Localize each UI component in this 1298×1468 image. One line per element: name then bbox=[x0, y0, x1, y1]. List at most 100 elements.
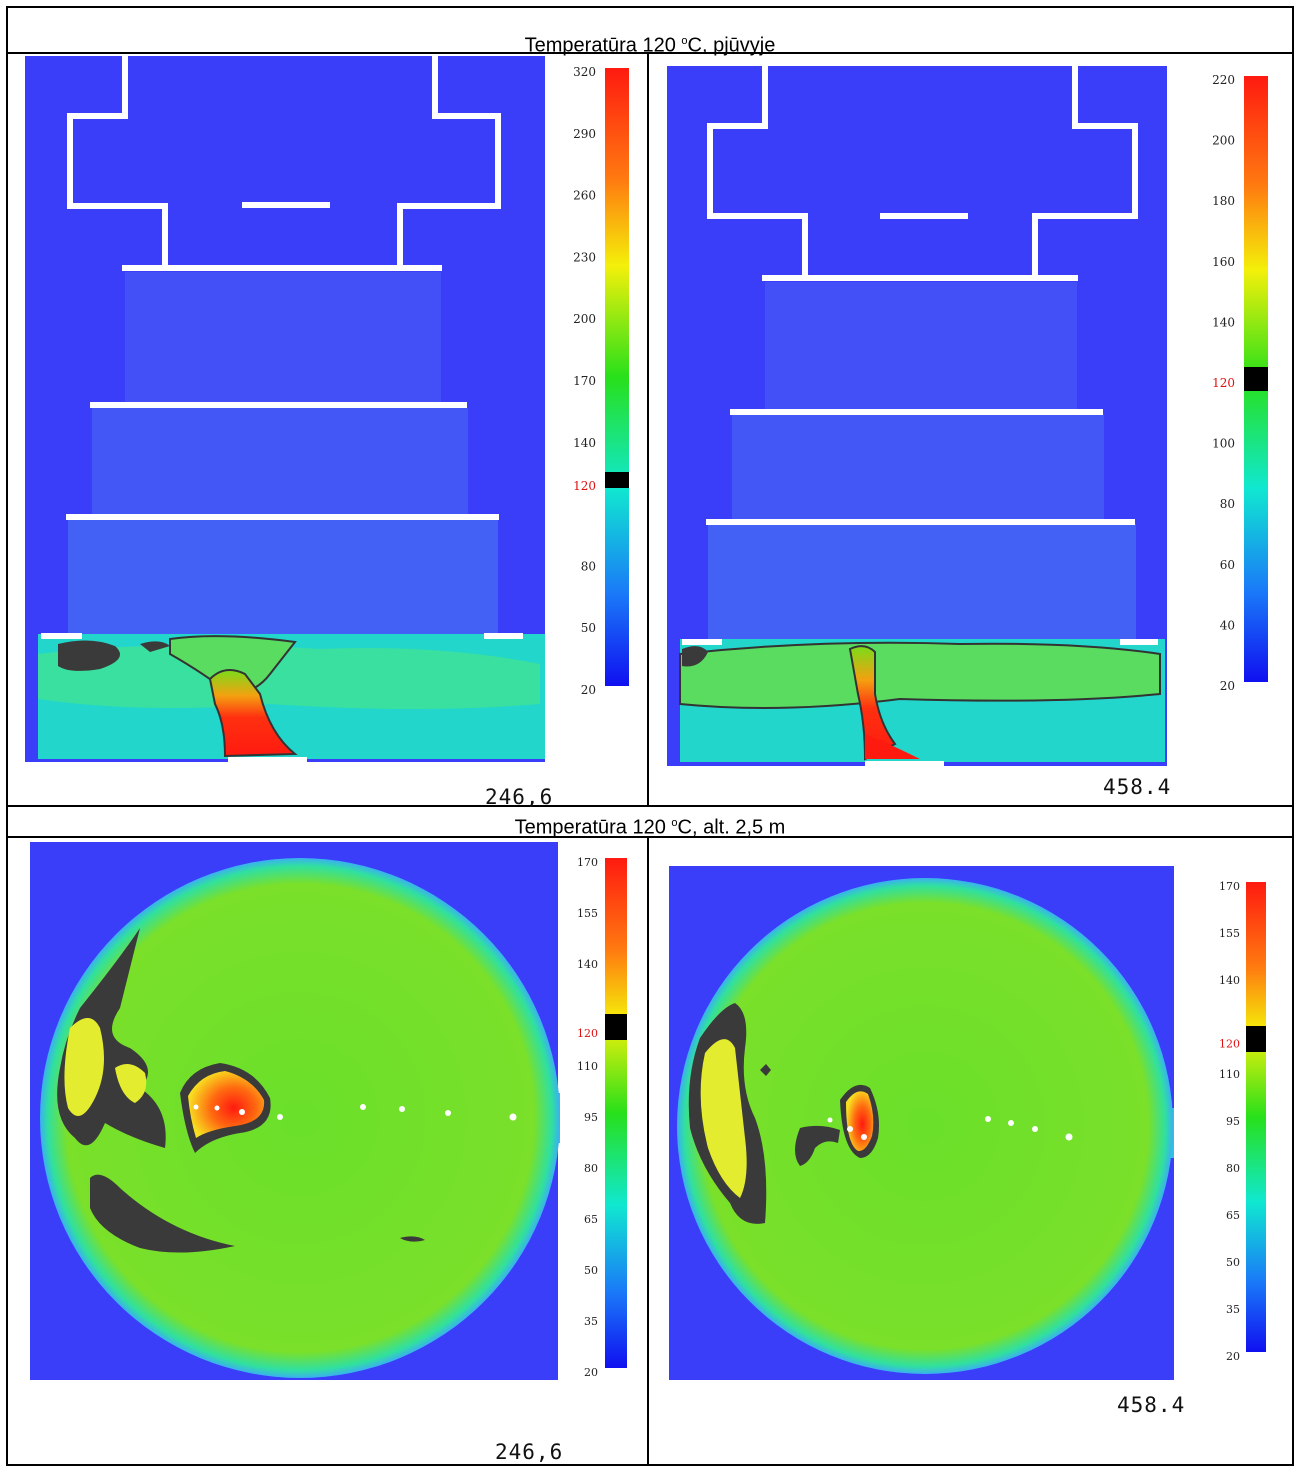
colorbar-tick-label: 120 bbox=[577, 1027, 598, 1040]
colorbar-tick-label: 170 bbox=[573, 374, 596, 388]
building-walls bbox=[41, 56, 523, 763]
stack-zone bbox=[765, 282, 1077, 410]
colorbar-tick-label: 230 bbox=[573, 250, 596, 264]
colorbar-tick-label: 95 bbox=[584, 1111, 598, 1124]
table-rule bbox=[6, 805, 1294, 807]
colorbar-tick-label: 320 bbox=[573, 65, 596, 79]
section-temperature-field-2: 220 200 180 160 140 120 100 80 60 40 20 bbox=[667, 66, 1268, 767]
colorbar-tick-label: 170 bbox=[1219, 880, 1240, 893]
time-readout: 246,6 bbox=[495, 1440, 564, 1464]
colorbar-tick-label: 220 bbox=[1212, 73, 1235, 87]
isoline-region bbox=[140, 641, 170, 652]
colorbar-tick-label: 80 bbox=[1226, 1162, 1240, 1175]
isoline-region bbox=[58, 640, 120, 671]
colorbar-tick-label: 80 bbox=[581, 559, 596, 573]
colorbar-tick-label: 50 bbox=[584, 1264, 598, 1277]
stack-zone bbox=[732, 414, 1104, 522]
colorbar-tick-label: 200 bbox=[573, 312, 596, 326]
colorbar-tick-label: 140 bbox=[577, 958, 598, 971]
colorbar-tick-label: 60 bbox=[1220, 558, 1235, 572]
colorbar-tick-label: 260 bbox=[573, 189, 596, 203]
colorbar-tick-label: 20 bbox=[584, 1366, 598, 1379]
cold-isoline-region bbox=[400, 1236, 425, 1242]
caption-text-suffix: C, alt. 2,5 m bbox=[677, 816, 786, 839]
section-temperature-field-1: 320 290 260 230 200 170 140 120 80 50 20 bbox=[25, 56, 629, 763]
column-divider bbox=[647, 836, 649, 1466]
table-rule bbox=[6, 836, 1294, 838]
time-readout: 458.4 bbox=[1103, 775, 1172, 799]
colorbar-tick-label: 65 bbox=[584, 1213, 598, 1226]
measurement-points bbox=[827, 1116, 1073, 1141]
colorbar-tick-label: 20 bbox=[581, 683, 596, 697]
colorbar-tick-label: 20 bbox=[1226, 1350, 1240, 1363]
caption-text-suffix: C, pjūvyje bbox=[687, 34, 776, 57]
colorbar-tick-label: 35 bbox=[584, 1315, 598, 1328]
colorbar-tick-label: 155 bbox=[1219, 927, 1240, 940]
table-rule bbox=[6, 52, 1294, 54]
room-floor-field bbox=[677, 878, 1173, 1374]
isoline-region bbox=[169, 635, 297, 696]
isoline-region bbox=[682, 646, 708, 667]
colorbar-tick-label: 155 bbox=[577, 907, 598, 920]
threshold-band bbox=[1244, 367, 1268, 391]
stack-zone bbox=[92, 408, 468, 518]
colorbar-tick-label: 65 bbox=[1226, 1209, 1240, 1222]
colorbar-tick-label: 20 bbox=[1220, 679, 1235, 693]
warm-patch bbox=[64, 1018, 104, 1116]
colorbar-tick-label: 50 bbox=[581, 621, 596, 635]
colorbar-tick-label: 95 bbox=[1226, 1115, 1240, 1128]
colorbar-tick-label: 40 bbox=[1220, 618, 1235, 632]
colorbar bbox=[605, 858, 627, 1368]
warm-layer bbox=[38, 645, 540, 709]
colorbar-tick-label: 120 bbox=[1219, 1037, 1240, 1050]
stack-zone bbox=[708, 524, 1136, 642]
colorbar-tick-label: 50 bbox=[1226, 1256, 1240, 1269]
caption-text: Temperatūra 120 bbox=[524, 34, 682, 57]
measurement-points bbox=[193, 1104, 517, 1121]
section-view-caption: Temperatūra 120 oC, pjūvyje bbox=[8, 28, 1292, 59]
caption-text: Temperatūra 120 bbox=[514, 816, 672, 839]
column-divider bbox=[647, 52, 649, 805]
plan-temperature-field-2: 170 155 140 120 110 95 80 65 50 35 20 bbox=[669, 866, 1266, 1380]
fire-plume bbox=[208, 669, 298, 758]
degree-mark: o bbox=[671, 817, 678, 829]
colorbar-tick-label: 80 bbox=[1220, 497, 1235, 511]
plan-view-caption: Temperatūra 120 oC, alt. 2,5 m bbox=[8, 810, 1292, 841]
isoline-region bbox=[679, 641, 1161, 709]
fire-plume bbox=[848, 645, 897, 761]
colorbar-tick-label: 100 bbox=[1212, 437, 1235, 451]
figure-table bbox=[6, 6, 1294, 1466]
colorbar-tick-label: 140 bbox=[1212, 315, 1235, 329]
building-walls bbox=[682, 66, 1158, 767]
colorbar-tick-label: 35 bbox=[1226, 1303, 1240, 1316]
warm-patch bbox=[115, 1064, 147, 1103]
fire-source bbox=[865, 734, 920, 759]
plan-temperature-field-1: 170 155 140 120 110 95 80 65 50 35 20 bbox=[30, 842, 627, 1380]
colorbar-tick-label: 160 bbox=[1212, 255, 1235, 269]
warm-patch bbox=[700, 1039, 747, 1198]
cold-isoline-region bbox=[795, 1125, 840, 1166]
threshold-band bbox=[605, 1014, 627, 1040]
colorbar-tick-label: 180 bbox=[1212, 194, 1235, 208]
stack-zone bbox=[68, 520, 498, 638]
degree-mark: o bbox=[681, 35, 688, 47]
colorbar-tick-label: 110 bbox=[577, 1060, 598, 1073]
colorbar-tick-label: 110 bbox=[1219, 1068, 1240, 1081]
colorbar bbox=[605, 68, 629, 686]
colorbar-tick-label: 290 bbox=[573, 127, 596, 141]
colorbar-tick-label: 200 bbox=[1212, 134, 1235, 148]
cold-isoline-region bbox=[90, 1174, 235, 1253]
time-readout: 458.4 bbox=[1117, 1393, 1186, 1417]
cold-isoline-region bbox=[760, 1064, 771, 1076]
colorbar-tick-label: 120 bbox=[1212, 376, 1235, 390]
colorbar-tick-label: 120 bbox=[573, 479, 596, 493]
colorbar-tick-label: 80 bbox=[584, 1162, 598, 1175]
colorbar-tick-label: 140 bbox=[1219, 974, 1240, 987]
threshold-band bbox=[605, 472, 629, 488]
stack-zone bbox=[125, 272, 441, 402]
colorbar bbox=[1246, 882, 1266, 1352]
colorbar-tick-label: 140 bbox=[573, 436, 596, 450]
threshold-band bbox=[1246, 1026, 1266, 1052]
time-readout: 246,6 bbox=[485, 785, 554, 809]
colorbar-tick-label: 170 bbox=[577, 856, 598, 869]
